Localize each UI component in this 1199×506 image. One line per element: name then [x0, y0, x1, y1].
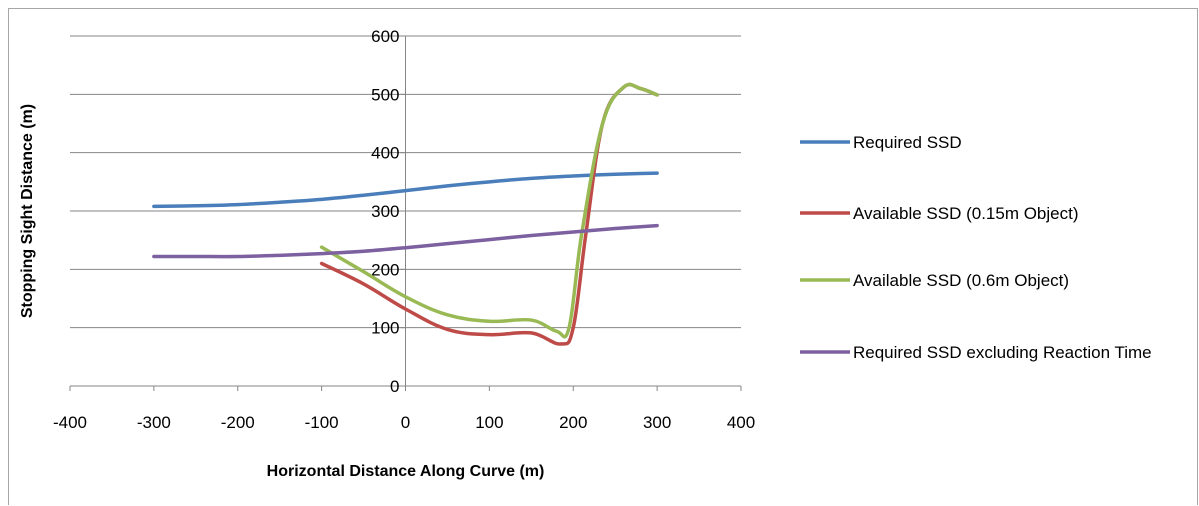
x-tick-label: 0 [401, 413, 410, 432]
series-lines [152, 82, 659, 346]
x-tick-label: -400 [53, 413, 87, 432]
x-tick-label: -100 [305, 413, 339, 432]
legend: Required SSD Available SSD (0.15m Object)… [800, 133, 1152, 362]
legend-label-2: Available SSD (0.15m Object) [853, 204, 1079, 223]
x-tick-label: 100 [475, 413, 503, 432]
chart-frame [8, 8, 1198, 505]
legend-label-3: Available SSD (0.6m Object) [853, 271, 1069, 290]
x-tick-label: 400 [727, 413, 755, 432]
y-tick-label: 200 [371, 260, 399, 279]
y-tick-label: 100 [371, 319, 399, 338]
series-line-1 [152, 171, 659, 209]
x-tick-label: -200 [221, 413, 255, 432]
x-tick-label: 200 [559, 413, 587, 432]
x-tick-label: 300 [643, 413, 671, 432]
axes [69, 35, 742, 391]
y-tick-label: 400 [371, 144, 399, 163]
series-line-3 [319, 82, 659, 339]
tick-labels: 0 100 200 300 400 500 600 -400 -300 -200 -100 0 100 2… [53, 27, 755, 432]
y-axis-title: Stopping Sight Distance (m) [19, 104, 36, 318]
y-tick-label: 0 [390, 377, 399, 396]
series-line-4 [152, 223, 659, 259]
y-tick-label: 300 [371, 202, 399, 221]
y-tick-label: 600 [371, 27, 399, 46]
legend-label-4: Required SSD excluding Reaction Time [853, 343, 1152, 362]
legend-label-1: Required SSD [853, 133, 962, 152]
x-axis-title: Horizontal Distance Along Curve (m) [267, 463, 545, 480]
x-tick-label: -300 [137, 413, 171, 432]
y-tick-label: 500 [371, 85, 399, 104]
